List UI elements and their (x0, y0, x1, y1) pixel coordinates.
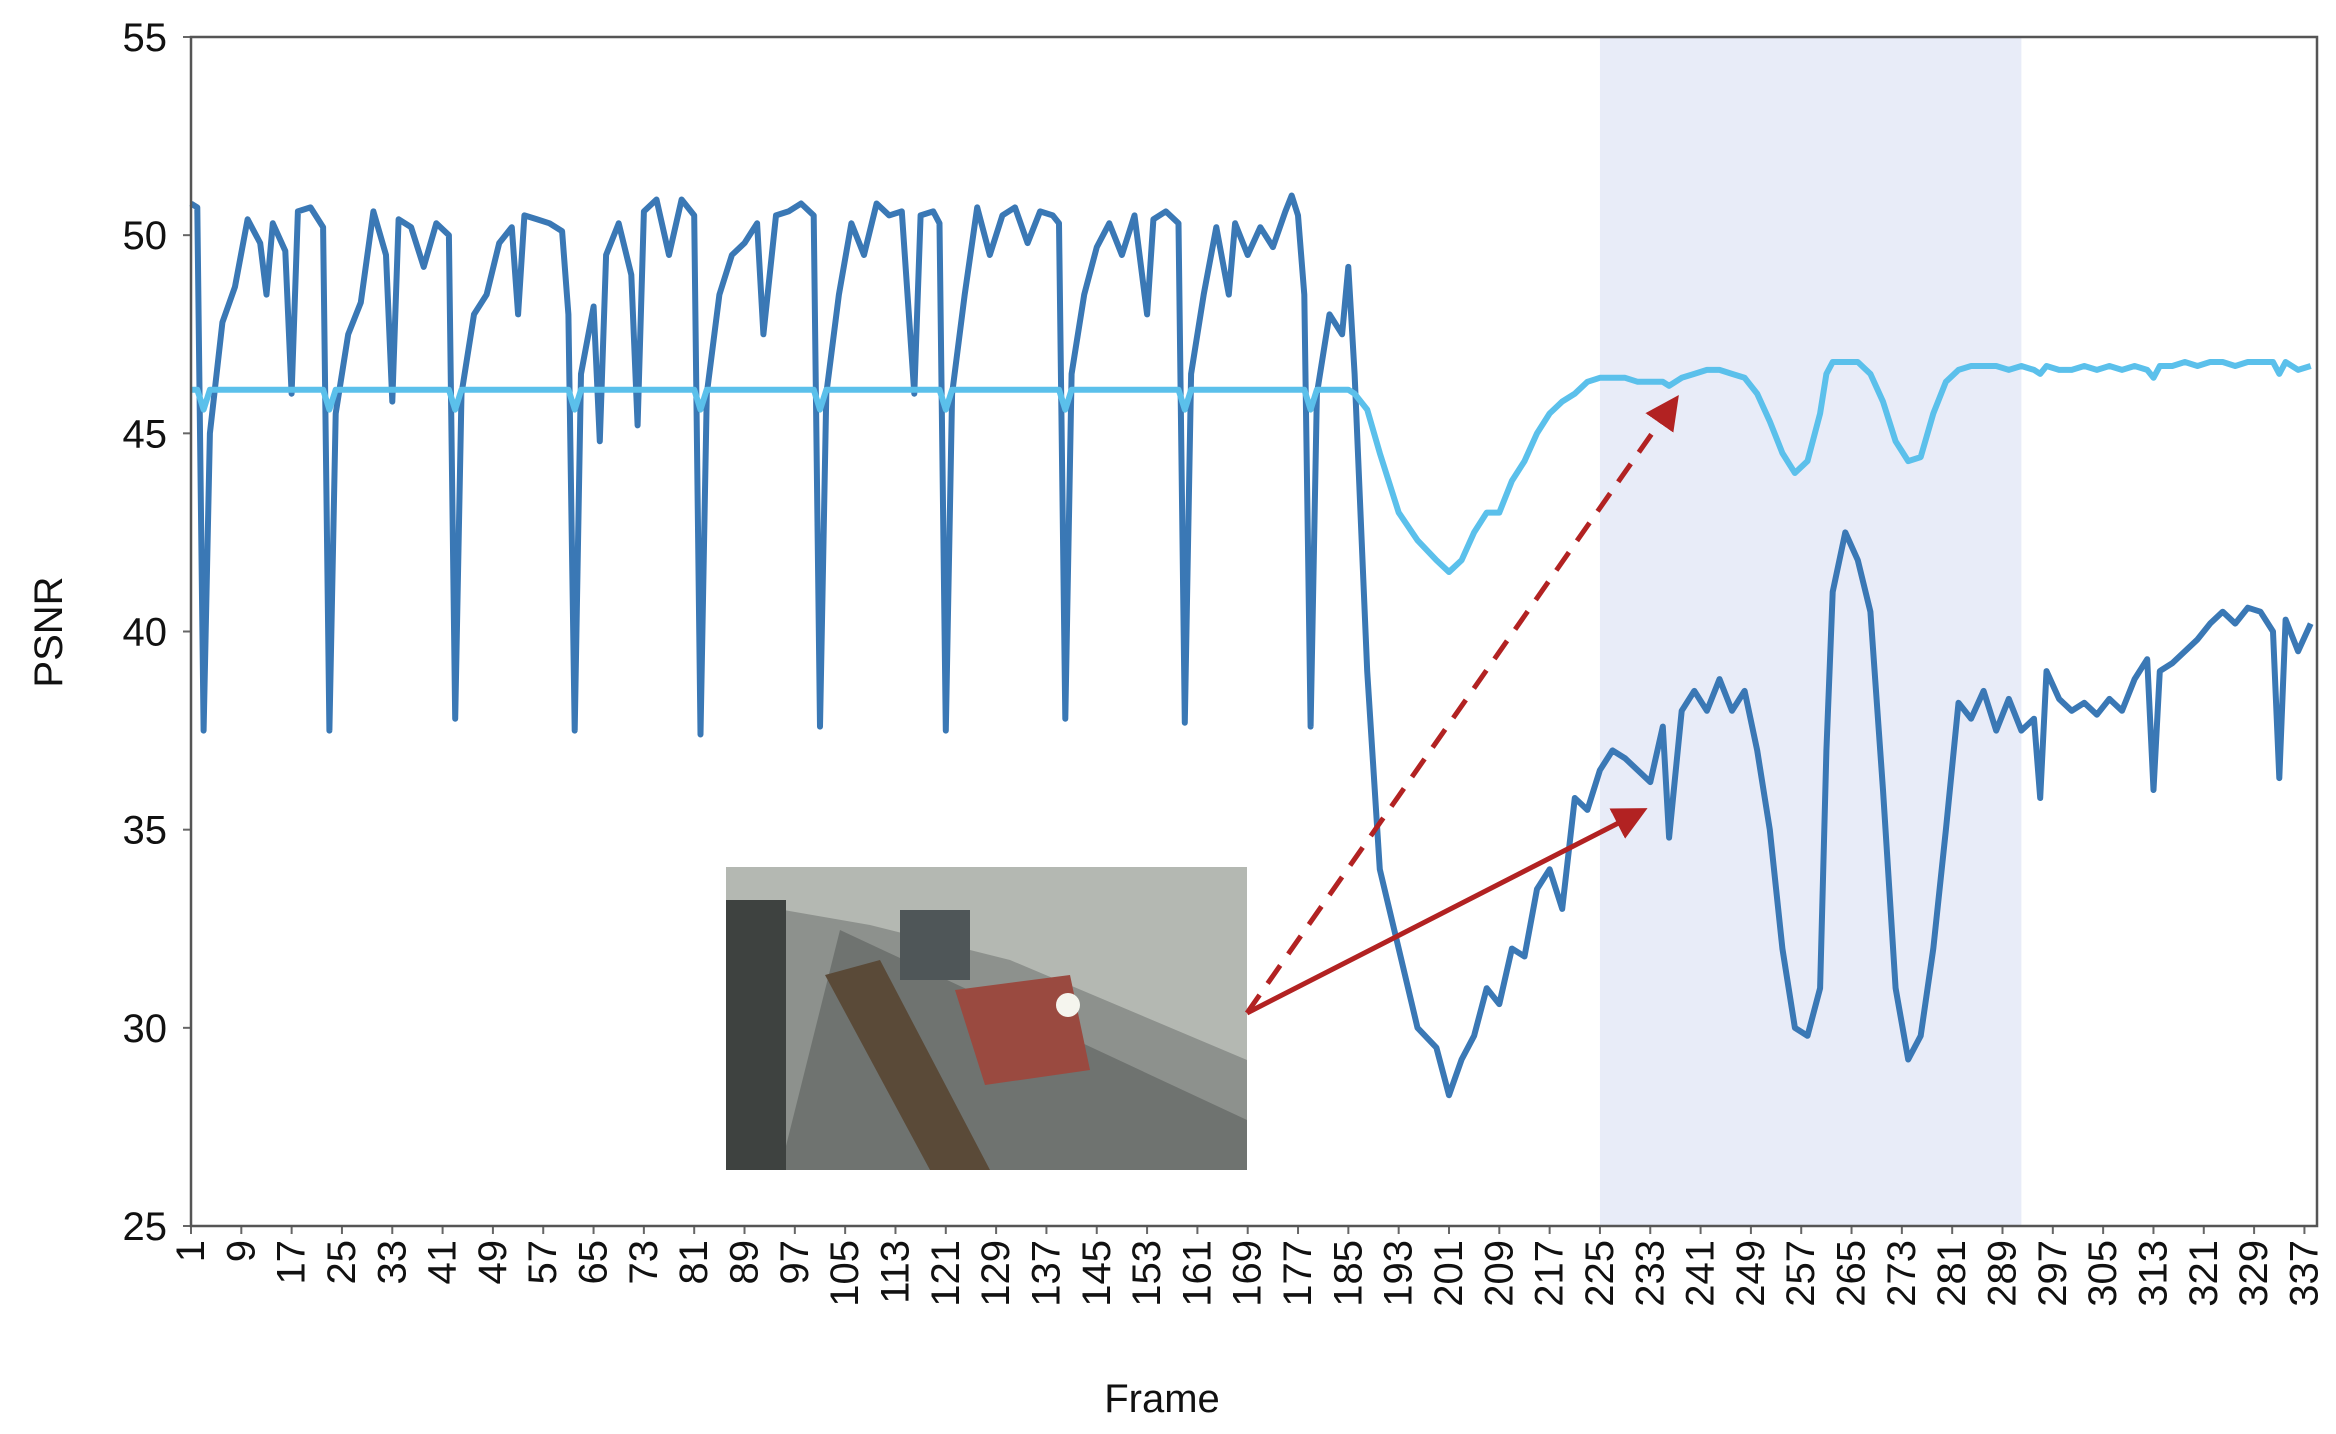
x-tick-label: 321 (2182, 1240, 2226, 1307)
x-tick-label: 65 (572, 1240, 616, 1285)
y-tick-label: 45 (123, 412, 168, 456)
x-tick-label: 241 (1679, 1240, 1723, 1307)
x-axis-label: Frame (1104, 1377, 1220, 1421)
x-tick-label: 17 (270, 1240, 314, 1285)
inset-loco (955, 975, 1090, 1085)
x-tick-label: 153 (1125, 1240, 1169, 1307)
x-tick-label: 249 (1729, 1240, 1773, 1307)
x-tick-label: 169 (1226, 1240, 1270, 1307)
x-tick-label: 97 (773, 1240, 817, 1285)
inset-wall (726, 867, 1247, 1060)
inset-light (1056, 993, 1080, 1017)
x-tick-label: 209 (1477, 1240, 1521, 1307)
y-tick-label: 55 (123, 16, 168, 60)
series-line (191, 359, 2312, 575)
x-tick-label: 329 (2232, 1240, 2276, 1307)
x-tick-label: 305 (2081, 1240, 2125, 1307)
x-tick-label: 121 (924, 1240, 968, 1307)
x-tick-label: 273 (1880, 1240, 1924, 1307)
x-tick-label: 233 (1628, 1240, 1672, 1307)
x-tick-label: 137 (1024, 1240, 1068, 1307)
inset-train (900, 910, 970, 980)
x-tick-label: 297 (2031, 1240, 2075, 1307)
x-tick-label: 177 (1276, 1240, 1320, 1307)
plot-frame (189, 35, 2319, 1228)
x-tick-label: 89 (723, 1240, 767, 1285)
x-tick-label: 201 (1427, 1240, 1471, 1307)
highlight-band (1599, 37, 2022, 1226)
x-tick-label: 49 (471, 1240, 515, 1285)
x-tick-label: 105 (823, 1240, 867, 1307)
x-tick-label: 257 (1779, 1240, 1823, 1307)
x-tick-label: 193 (1377, 1240, 1421, 1307)
y-tick-label: 40 (123, 611, 168, 655)
x-tick-label: 41 (421, 1240, 465, 1285)
x-tick-label: 289 (1981, 1240, 2025, 1307)
y-tick-label: 30 (123, 1007, 168, 1051)
arrow-dashed (1244, 395, 1679, 1015)
x-tick-label: 145 (1075, 1240, 1119, 1307)
x-tick-label: 113 (873, 1240, 917, 1304)
x-tick-label: 9 (219, 1240, 263, 1262)
y-axis-label: PSNR (27, 576, 71, 687)
arrow-solid (1245, 808, 1648, 1016)
x-tick-label: 161 (1175, 1240, 1219, 1307)
x-tick-label: 73 (622, 1240, 666, 1285)
inset-cart (825, 960, 990, 1170)
x-tick-label: 33 (370, 1240, 414, 1285)
x-tick-label: 185 (1326, 1240, 1370, 1307)
x-tick-label: 57 (521, 1240, 565, 1285)
x-tick-label: 225 (1578, 1240, 1622, 1307)
x-tick-label: 1 (169, 1240, 213, 1262)
x-tick-label: 129 (974, 1240, 1018, 1307)
series-line (189, 192, 2314, 1099)
y-tick-label: 50 (123, 214, 168, 258)
y-tick-label: 35 (123, 809, 168, 853)
x-tick-label: 281 (1930, 1240, 1974, 1307)
x-tick-label: 217 (1528, 1240, 1572, 1307)
x-tick-label: 337 (2282, 1240, 2326, 1307)
y-tick-label: 25 (123, 1205, 168, 1249)
x-tick-label: 25 (320, 1240, 364, 1285)
x-tick-label: 313 (2131, 1240, 2175, 1307)
x-tick-label: 265 (1830, 1240, 1874, 1307)
x-tick-label: 81 (672, 1240, 716, 1285)
inset-left (726, 900, 786, 1170)
inset-image (726, 867, 1247, 1170)
